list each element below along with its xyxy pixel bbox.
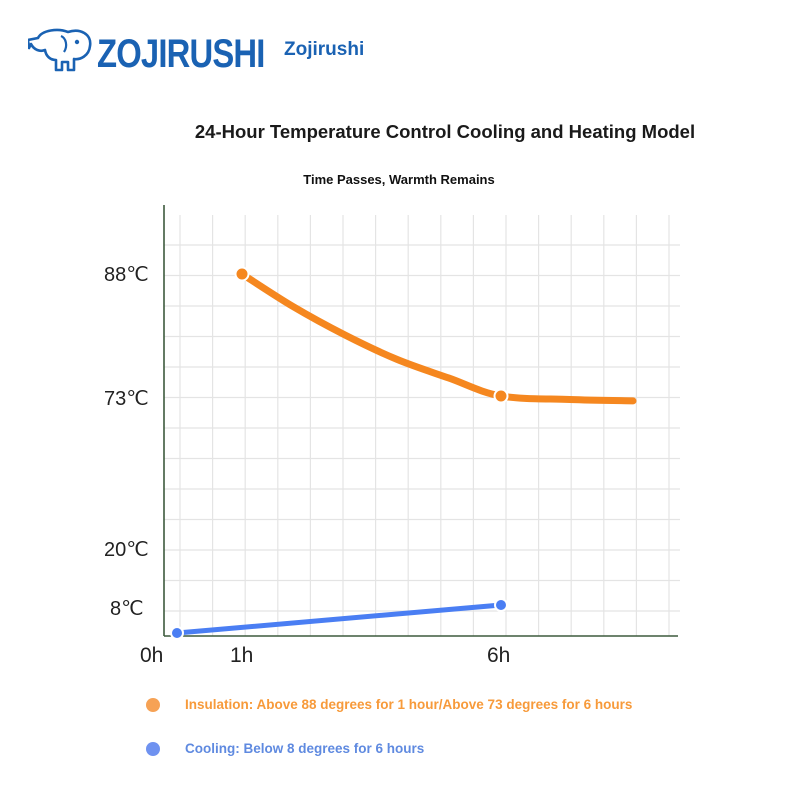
point-insulation-1	[493, 388, 509, 404]
elephant-icon	[28, 28, 92, 72]
y-tick-8: 8℃	[110, 598, 144, 620]
y-tick-73: 73℃	[104, 388, 149, 410]
chart-subtitle: Time Passes, Warmth Remains	[303, 172, 495, 187]
series-line-insulation	[238, 270, 637, 405]
legend-cooling-marker	[146, 742, 160, 756]
brand-wordmark: ZOJIRUSHI	[97, 32, 265, 76]
point-cooling-0	[170, 626, 184, 640]
y-tick-20: 20℃	[104, 539, 149, 561]
x-tick-6h: 6h	[487, 644, 510, 667]
brand-logo: ZOJIRUSHI Zojirushi	[28, 26, 388, 76]
legend-cooling-label: Cooling: Below 8 degrees for 6 hours	[185, 741, 425, 756]
brand-name: Zojirushi	[284, 39, 365, 60]
legend-insulation-marker	[146, 698, 160, 712]
series-line-cooling	[174, 602, 504, 636]
point-cooling-1	[494, 598, 508, 612]
y-tick-88: 88℃	[104, 264, 149, 286]
chart-title: 24-Hour Temperature Control Cooling and …	[194, 121, 696, 142]
x-tick-1h: 1h	[230, 644, 253, 667]
x-tick-0h: 0h	[140, 644, 163, 667]
point-insulation-0	[234, 266, 250, 282]
legend-insulation-label: Insulation: Above 88 degrees for 1 hour/…	[185, 697, 633, 712]
